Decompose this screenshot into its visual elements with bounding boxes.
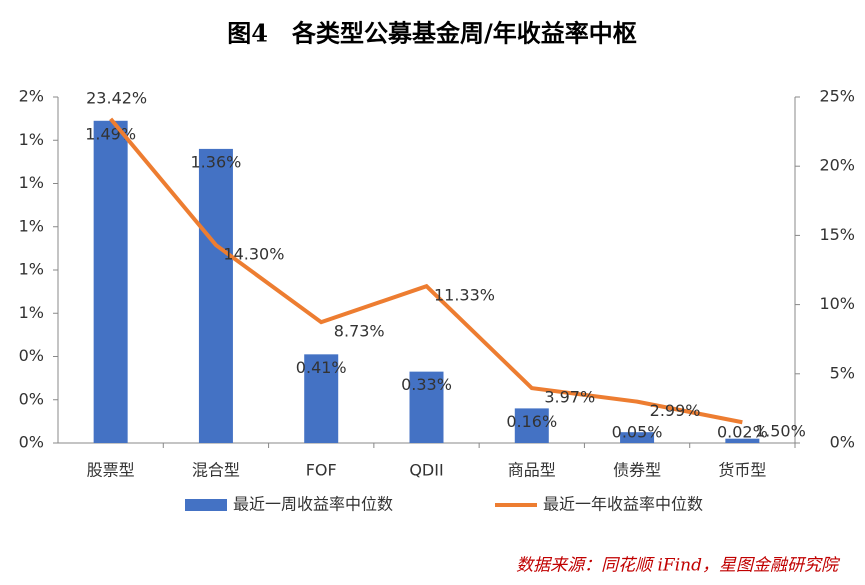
legend-label: 最近一周收益率中位数 <box>233 495 393 514</box>
y2-tick-label: 25% <box>819 87 855 106</box>
x-tick-label: 商品型 <box>508 461 556 480</box>
y2-tick-label: 5% <box>830 363 855 382</box>
x-tick-label: 混合型 <box>192 461 240 480</box>
y-tick-label: 1% <box>19 130 44 149</box>
bar-value-label: 0.05% <box>612 423 663 442</box>
y-tick-label: 1% <box>19 173 44 192</box>
y-tick-label: 1% <box>19 216 44 235</box>
y-tick-label: 1% <box>19 303 44 322</box>
bar-value-label: 0.33% <box>401 375 452 394</box>
bar <box>198 148 233 443</box>
x-tick-label: FOF <box>306 461 337 480</box>
y-tick-label: 0% <box>19 433 44 452</box>
source-note: 数据来源：同花顺 iFind，星图金融研究院 <box>516 556 841 576</box>
line-value-label: 14.30% <box>223 245 284 264</box>
x-tick-label: 货币型 <box>718 461 766 480</box>
bar <box>304 354 339 443</box>
x-tick-label: QDII <box>409 461 443 480</box>
bar <box>725 438 760 443</box>
bar-value-label: 1.49% <box>85 124 136 143</box>
line-value-label: 3.97% <box>544 388 595 407</box>
line-value-label: 1.50% <box>755 422 806 441</box>
bar <box>620 432 655 443</box>
bar <box>514 408 549 443</box>
y-tick-label: 0% <box>19 346 44 365</box>
bar <box>93 120 128 443</box>
y2-tick-label: 15% <box>819 225 855 244</box>
bar-value-label: 1.36% <box>191 152 242 171</box>
y-tick-label: 2% <box>19 87 44 106</box>
chart-title: 图4 各类型公募基金周/年收益率中枢 <box>227 19 636 48</box>
line-value-label: 23.42% <box>86 88 147 107</box>
y2-tick-label: 0% <box>830 433 855 452</box>
legend-label: 最近一年收益率中位数 <box>543 495 703 514</box>
x-tick-label: 股票型 <box>87 461 135 480</box>
bar <box>409 371 444 443</box>
y2-tick-label: 20% <box>819 156 855 175</box>
line-value-label: 2.99% <box>650 401 701 420</box>
y-tick-label: 1% <box>19 260 44 279</box>
bar-value-label: 0.16% <box>506 412 557 431</box>
bar-value-label: 0.41% <box>296 358 347 377</box>
line-value-label: 8.73% <box>334 322 385 341</box>
line-value-label: 11.33% <box>434 286 495 305</box>
y-tick-label: 0% <box>19 389 44 408</box>
legend-swatch <box>185 499 227 511</box>
y2-tick-label: 10% <box>819 294 855 313</box>
bar-value-label: 0.02% <box>717 423 768 442</box>
line <box>109 117 743 425</box>
x-tick-label: 债券型 <box>613 461 661 480</box>
